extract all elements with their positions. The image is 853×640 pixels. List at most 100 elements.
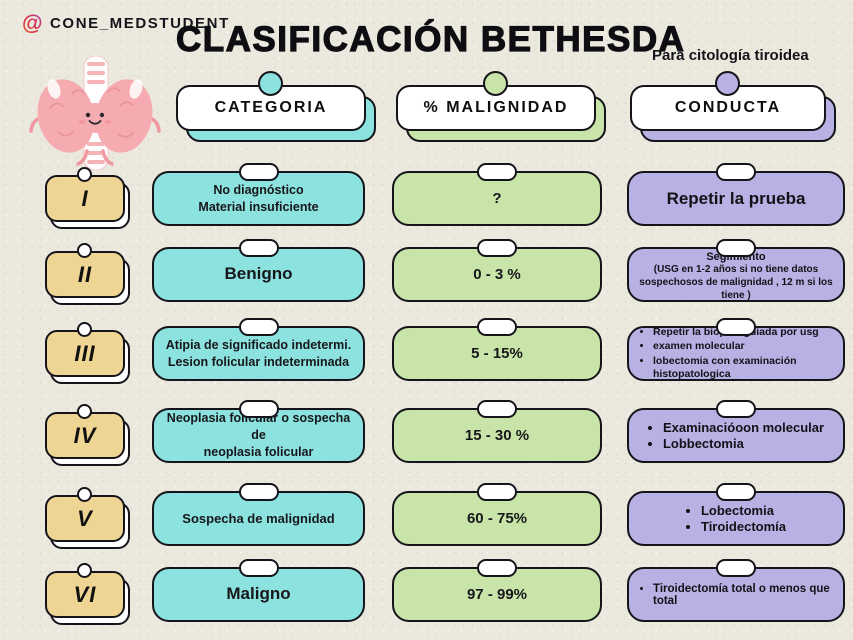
malignidad-cell: 0 - 3 % [392, 239, 602, 302]
malignidad-cell: 15 - 30 % [392, 400, 602, 463]
conducta-cell: Segimiento (USG en 1-2 años si no tiene d… [627, 239, 845, 302]
malignidad-cell: 5 - 15% [392, 318, 602, 381]
pin-circle-icon [258, 71, 283, 96]
categoria-text: Neoplasia folicular o sospecha de neoplas… [154, 410, 363, 461]
pin-circle-icon [715, 71, 740, 96]
pin-pill-icon [716, 483, 756, 501]
categoria-text: No diagnóstico Material insuficiente [192, 182, 324, 216]
categoria-cell: No diagnóstico Material insuficiente [152, 163, 365, 226]
pin-pill-icon [716, 559, 756, 577]
pin-pill-icon [238, 239, 279, 257]
category-number-box: III [45, 322, 130, 384]
conducta-bullet: Tiroidectomía [701, 519, 786, 534]
conducta-cell: Repetir la biopsia guiada por usgexamen … [627, 318, 845, 384]
conducta-bullet: Lobbectomia [663, 436, 824, 451]
conducta-bullet: examen molecular [653, 340, 834, 353]
category-number: VI [45, 571, 125, 618]
conducta-bullet-list: Tiroidectomía total o menos que total [638, 583, 834, 607]
malignidad-value: 97 - 99% [466, 586, 528, 603]
categoria-cell: Sospecha de malignidad [152, 483, 365, 546]
table-row: IV Neoplasia folicular o sospecha de neop… [0, 400, 853, 466]
pin-pill-icon [477, 400, 517, 418]
table-row: V Sospecha de malignidad 60 - 75% Lobect… [0, 483, 853, 549]
conducta-cell: Tiroidectomía total o menos que total [627, 559, 845, 622]
conducta-bullet-list: Examinacióoon molecularLobbectomia [648, 420, 824, 451]
pin-pill-icon [238, 559, 279, 577]
malignidad-value: 0 - 3 % [473, 266, 521, 283]
page-subtitle: Para citología tiroidea [652, 47, 809, 64]
pin-circle-icon [77, 404, 92, 419]
category-number-box: V [45, 487, 130, 549]
categoria-cell: Maligno [152, 559, 365, 622]
pin-pill-icon [238, 400, 279, 418]
categoria-cell: Atipia de significado indetermi. Lesion f… [152, 318, 365, 381]
category-number-box: IV [45, 404, 130, 466]
pin-pill-icon [477, 483, 517, 501]
categoria-line: neoplasia folicular [203, 444, 314, 459]
pin-pill-icon [477, 559, 517, 577]
pin-circle-icon [77, 243, 92, 258]
categoria-line: Atipia de significado indetermi. [165, 337, 352, 352]
pin-circle-icon [77, 563, 92, 578]
conducta-content: Examinacióoon molecularLobbectomia [629, 417, 843, 454]
conducta-content: Tiroidectomía total o menos que total [629, 580, 843, 610]
pin-pill-icon [238, 483, 279, 501]
malignidad-value: 15 - 30 % [464, 427, 530, 444]
svg-text:@: @ [22, 12, 42, 35]
pin-pill-icon [477, 163, 517, 181]
conducta-cell: Examinacióoon molecularLobbectomia [627, 400, 845, 463]
categoria-text: Benigno [219, 263, 299, 286]
pin-circle-icon [77, 167, 92, 182]
conducta-content: LobectomiaTiroidectomía [629, 500, 843, 537]
malignidad-value: ? [492, 190, 502, 207]
pin-pill-icon [716, 163, 756, 181]
categoria-line: Material insuficiente [198, 199, 319, 214]
category-number: V [45, 495, 125, 542]
table-row: I No diagnóstico Material insuficiente ? … [0, 163, 853, 229]
pin-circle-icon [483, 71, 508, 96]
table-row: III Atipia de significado indetermi. Lesi… [0, 318, 853, 384]
conducta-cell: Repetir la prueba [627, 163, 845, 226]
category-number-box: II [45, 243, 130, 305]
malignidad-value: 5 - 15% [471, 345, 523, 362]
categoria-line: Maligno [226, 584, 291, 604]
categoria-line: Neoplasia folicular o sospecha de [166, 411, 351, 443]
thyroid-mascot-icon [29, 56, 161, 170]
conducta-cell: LobectomiaTiroidectomía [627, 483, 845, 546]
conducta-content: Repetir la biopsia guiada por usgexamen … [629, 323, 843, 384]
categoria-text: Sospecha de malignidad [176, 510, 340, 528]
column-header-categoria: CATEGORIA [176, 71, 376, 142]
conducta-bullet: Lobectomia [701, 503, 786, 518]
pin-pill-icon [238, 318, 279, 336]
malignidad-cell: 97 - 99% [392, 559, 602, 622]
categoria-text: Atipia de significado indetermi. Lesion f… [160, 337, 357, 371]
malignidad-value: 60 - 75% [466, 510, 528, 527]
conducta-bullet: Tiroidectomía total o menos que total [653, 583, 834, 607]
pin-pill-icon [716, 239, 756, 257]
author-handle-text: CONE_MEDSTUDENT [50, 14, 230, 32]
table-row: II Benigno 0 - 3 % Segimiento (USG en 1-2… [0, 239, 853, 305]
categoria-line: No diagnóstico [213, 182, 304, 197]
category-number: III [45, 330, 125, 377]
conducta-note: (USG en 1-2 años si no tiene datos sospe… [639, 264, 833, 301]
conducta-bullet: Examinacióoon molecular [663, 420, 824, 435]
pin-pill-icon [238, 163, 279, 181]
categoria-cell: Neoplasia folicular o sospecha de neoplas… [152, 400, 365, 463]
pin-pill-icon [716, 318, 756, 336]
malignidad-cell: 60 - 75% [392, 483, 602, 546]
conducta-text: Repetir la prueba [666, 188, 806, 208]
pin-circle-icon [77, 487, 92, 502]
category-number: I [45, 175, 125, 222]
categoria-cell: Benigno [152, 239, 365, 302]
pin-pill-icon [477, 318, 517, 336]
category-number-box: VI [45, 563, 130, 625]
categoria-line: Lesion folicular indeterminada [167, 354, 350, 369]
category-number: IV [45, 412, 125, 459]
instagram-at-icon: @ [22, 12, 42, 35]
malignidad-cell: ? [392, 163, 602, 226]
pin-pill-icon [716, 400, 756, 418]
categoria-text: Maligno [220, 583, 296, 606]
category-number-box: I [45, 167, 130, 229]
conducta-content: Repetir la prueba [629, 187, 843, 211]
